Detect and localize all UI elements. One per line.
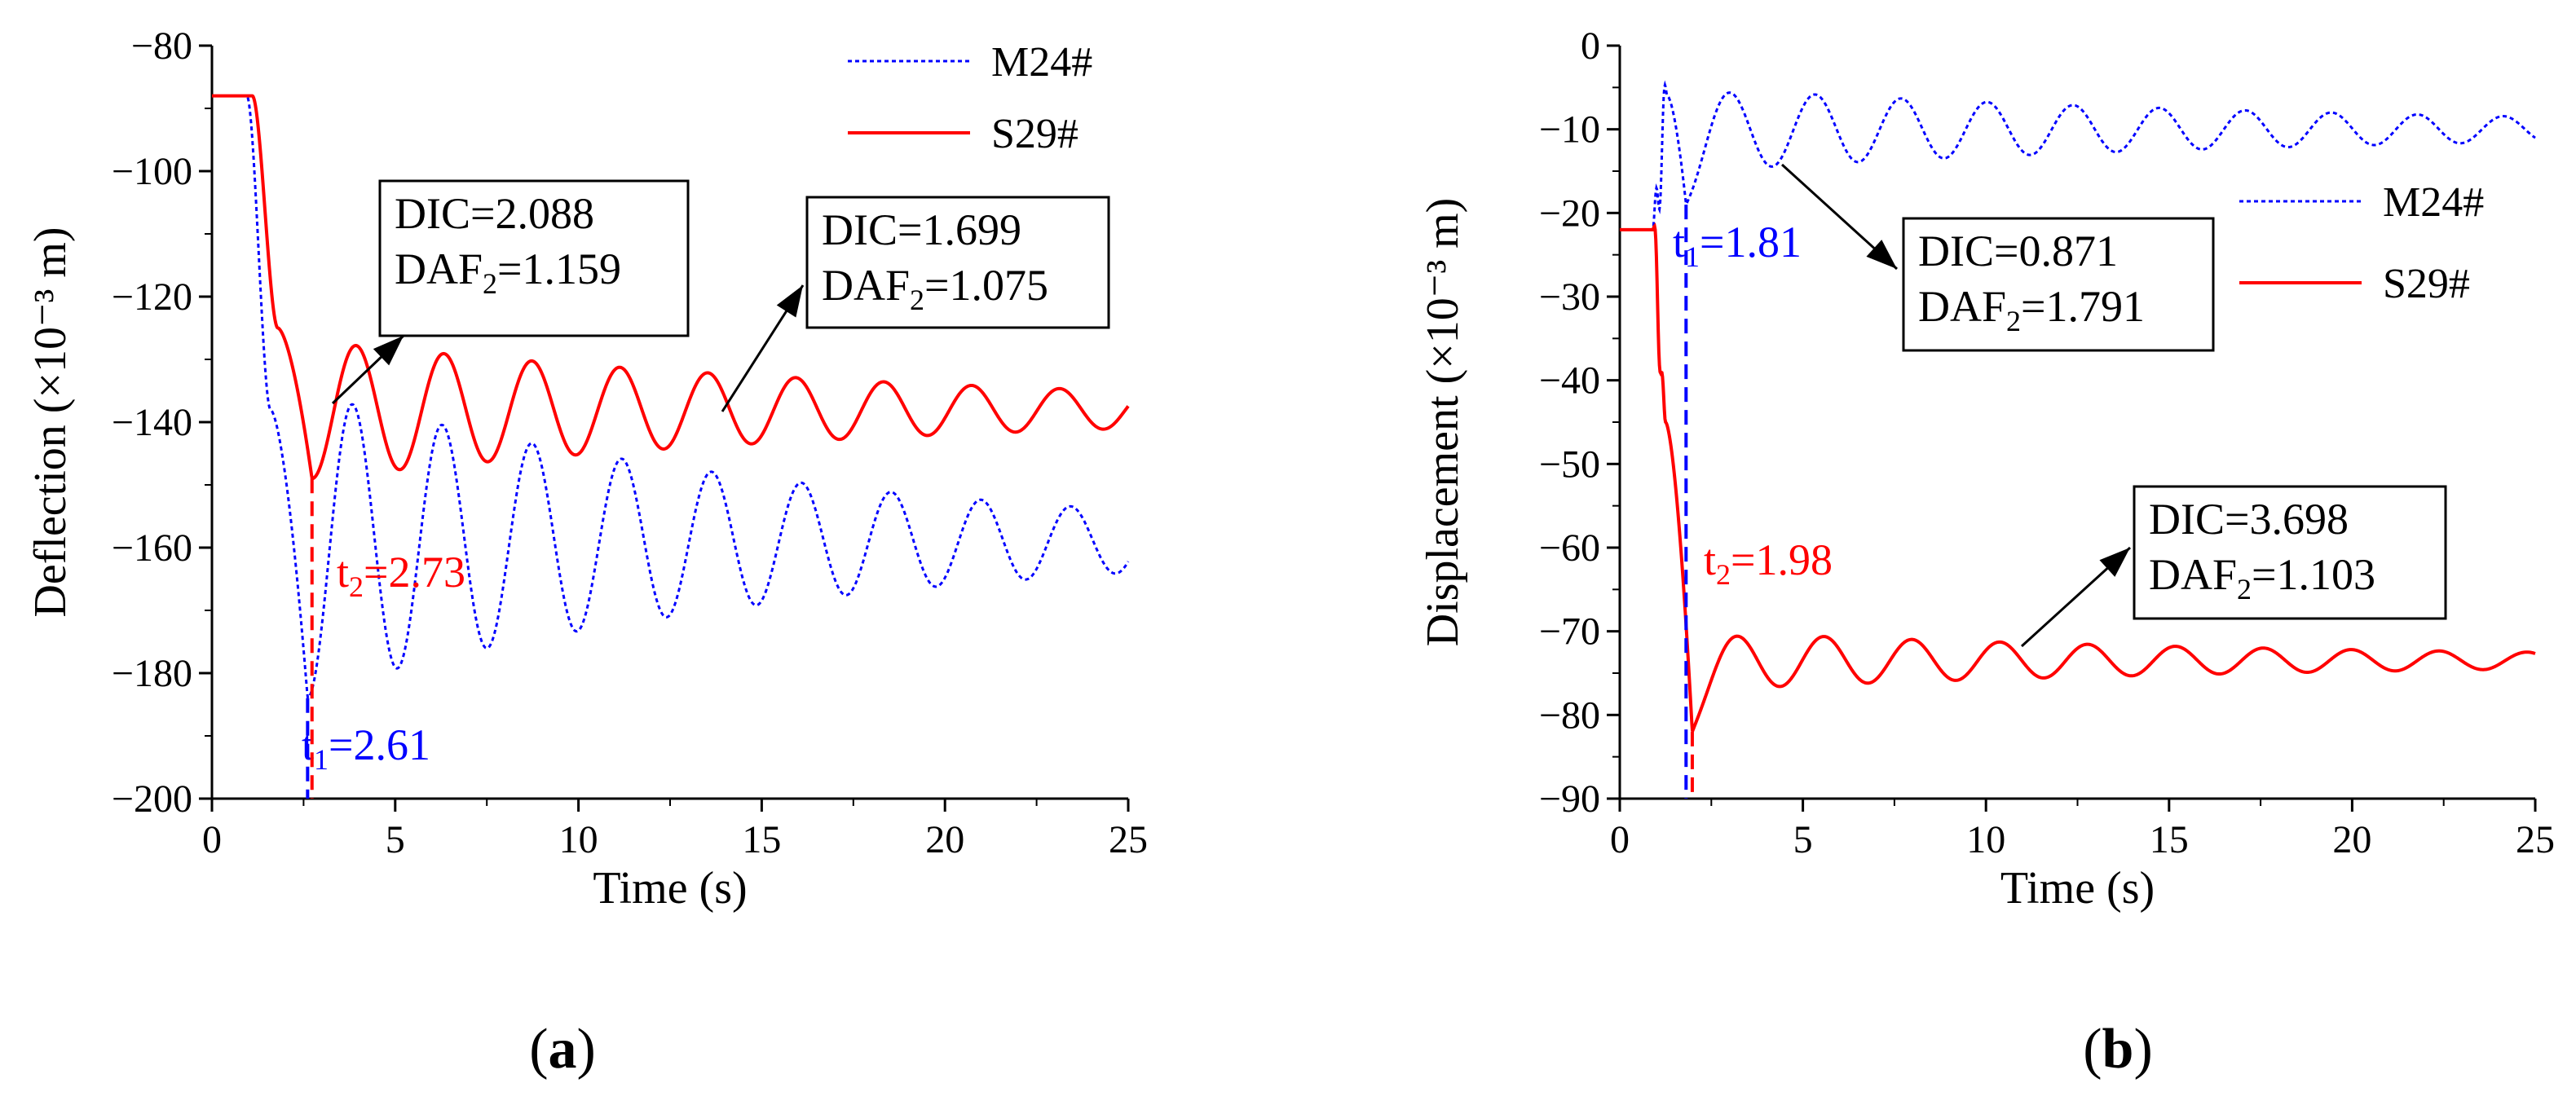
annotation-daf-1: DAF2=1.791	[1918, 282, 2145, 337]
annotation-daf-value: =1.075	[924, 261, 1048, 310]
marker-label-sub: 2	[349, 570, 364, 603]
annotation-daf-2: DAF2=1.103	[2149, 550, 2375, 605]
marker-label-value: =1.98	[1731, 535, 1833, 584]
y-tick-label: −80	[131, 24, 192, 68]
annotation-daf-main: DAF	[822, 261, 910, 310]
marker-label-value: =1.81	[1700, 218, 1802, 266]
marker-label-sub: 2	[1716, 558, 1731, 591]
annotation-box-1	[1902, 217, 2215, 352]
marker-label-value: =2.73	[364, 548, 465, 597]
annotation-box-2	[2133, 485, 2447, 620]
x-tick-label: 20	[925, 818, 964, 861]
y-tick-label: −80	[1539, 693, 1600, 737]
annotation-dic-1: DIC=2.088	[395, 189, 594, 238]
y-axis-title: Displacement (×10⁻³ m)	[1418, 198, 1468, 647]
panel-label-open: (	[2083, 1018, 2102, 1081]
annotation-dic-2: DIC=1.699	[822, 205, 1021, 254]
y-tick-label: −100	[112, 150, 192, 193]
panel-label-letter: b	[2102, 1018, 2134, 1081]
marker-label-main: t	[1704, 535, 1716, 584]
annotation-box-2	[805, 196, 1110, 329]
annotation-daf-value: =1.103	[2252, 550, 2375, 599]
x-tick-label: 25	[2516, 818, 2555, 861]
legend-label-s29: S29#	[2383, 261, 2470, 307]
x-tick-label: 5	[1793, 818, 1813, 861]
y-tick-label: −30	[1539, 275, 1600, 319]
annotation-daf-main: DAF	[1918, 282, 2006, 331]
x-axis-title: Time (s)	[2000, 863, 2155, 914]
annotation-daf-main: DAF	[2149, 550, 2237, 599]
legend-label-m24: M24#	[2383, 179, 2484, 226]
annotation-daf-sub: 2	[910, 284, 924, 316]
marker-label-t1: t1=1.81	[1673, 218, 1802, 273]
marker-label-t1: t1=2.61	[302, 720, 430, 776]
x-tick-label: 20	[2332, 818, 2371, 861]
annotation-daf-sub: 2	[483, 267, 497, 300]
y-tick-label: −120	[112, 275, 192, 319]
panel-label-close: )	[577, 1018, 596, 1081]
panel-label-open: (	[529, 1018, 548, 1081]
y-tick-label: −70	[1539, 610, 1600, 654]
marker-label-sub: 1	[314, 743, 329, 776]
y-tick-label: 0	[1581, 24, 1600, 68]
chart-panel-b: −90 −80 −70 −60 −50 −40 −30 −20 −10 0 0 5 10 15 20 25 Ti…	[1288, 0, 2576, 1110]
annotation-daf-main: DAF	[395, 244, 483, 293]
series-line-s29	[212, 94, 1130, 481]
panel-label: (a)	[529, 1018, 596, 1081]
marker-label-main: t	[337, 548, 349, 597]
chart-a-svg: −200 −180 −160 −140 −120 −100 −80 0 5 10 15 20 25 Tim…	[25, 24, 1148, 1081]
annotation-daf-sub: 2	[2006, 305, 2021, 337]
annotation-daf-value: =1.159	[497, 244, 621, 293]
y-tick-label: −10	[1539, 108, 1600, 152]
x-tick-label: 0	[202, 818, 222, 861]
annotation-daf-1: DAF2=1.159	[395, 244, 621, 300]
y-tick-label: −50	[1539, 443, 1600, 486]
series-line-s29	[1620, 222, 2536, 733]
legend-label-s29: S29#	[991, 111, 1078, 157]
y-tick-label: −180	[112, 652, 192, 695]
marker-label-value: =2.61	[329, 720, 430, 769]
y-tick-label: −140	[112, 401, 192, 444]
marker-label-main: t	[1673, 218, 1685, 266]
y-tick-label: −160	[112, 526, 192, 570]
panel-label-letter: a	[549, 1018, 577, 1081]
marker-label-t2: t2=2.73	[337, 548, 465, 603]
annotation-daf-2: DAF2=1.075	[822, 261, 1048, 316]
annotation-arrow-head-1	[1866, 240, 1897, 269]
annotation-dic-2: DIC=3.698	[2149, 495, 2349, 544]
x-tick-label: 15	[2150, 818, 2189, 861]
y-axis-title: Deflection (×10⁻³ m)	[25, 227, 76, 617]
x-tick-label: 5	[386, 818, 405, 861]
x-tick-label: 15	[742, 818, 781, 861]
annotation-arrow-head-2	[2099, 548, 2130, 577]
y-tick-label: −40	[1539, 359, 1600, 403]
annotation-arrow-head-2	[776, 285, 803, 318]
annotation-box-1	[378, 179, 690, 337]
panel-label: (b)	[2083, 1018, 2153, 1081]
x-tick-label: 10	[559, 818, 598, 861]
legend-label-m24: M24#	[991, 39, 1092, 86]
y-tick-label: −200	[112, 777, 192, 821]
series-line-m24	[212, 95, 1130, 701]
marker-label-t2: t2=1.98	[1704, 535, 1833, 591]
annotation-dic-1: DIC=0.871	[1918, 227, 2118, 275]
x-axis-title: Time (s)	[593, 863, 747, 914]
chart-panel-a: −200 −180 −160 −140 −120 −100 −80 0 5 10 15 20 25 Tim…	[0, 0, 1288, 1110]
y-tick-label: −60	[1539, 526, 1600, 570]
marker-label-sub: 1	[1685, 240, 1700, 273]
x-tick-label: 10	[1966, 818, 2005, 861]
annotation-arrow-head-1	[373, 336, 404, 366]
y-tick-label: −20	[1539, 192, 1600, 235]
annotation-daf-sub: 2	[2237, 573, 2252, 605]
y-tick-label: −90	[1539, 777, 1600, 821]
chart-b-svg: −90 −80 −70 −60 −50 −40 −30 −20 −10 0 0 5 10 15 20 25 Ti…	[1418, 24, 2555, 1081]
series-line-m24	[1620, 80, 2536, 231]
annotation-daf-value: =1.791	[2021, 282, 2145, 331]
x-tick-label: 0	[1610, 818, 1630, 861]
x-tick-label: 25	[1109, 818, 1148, 861]
panel-label-close: )	[2133, 1018, 2152, 1081]
